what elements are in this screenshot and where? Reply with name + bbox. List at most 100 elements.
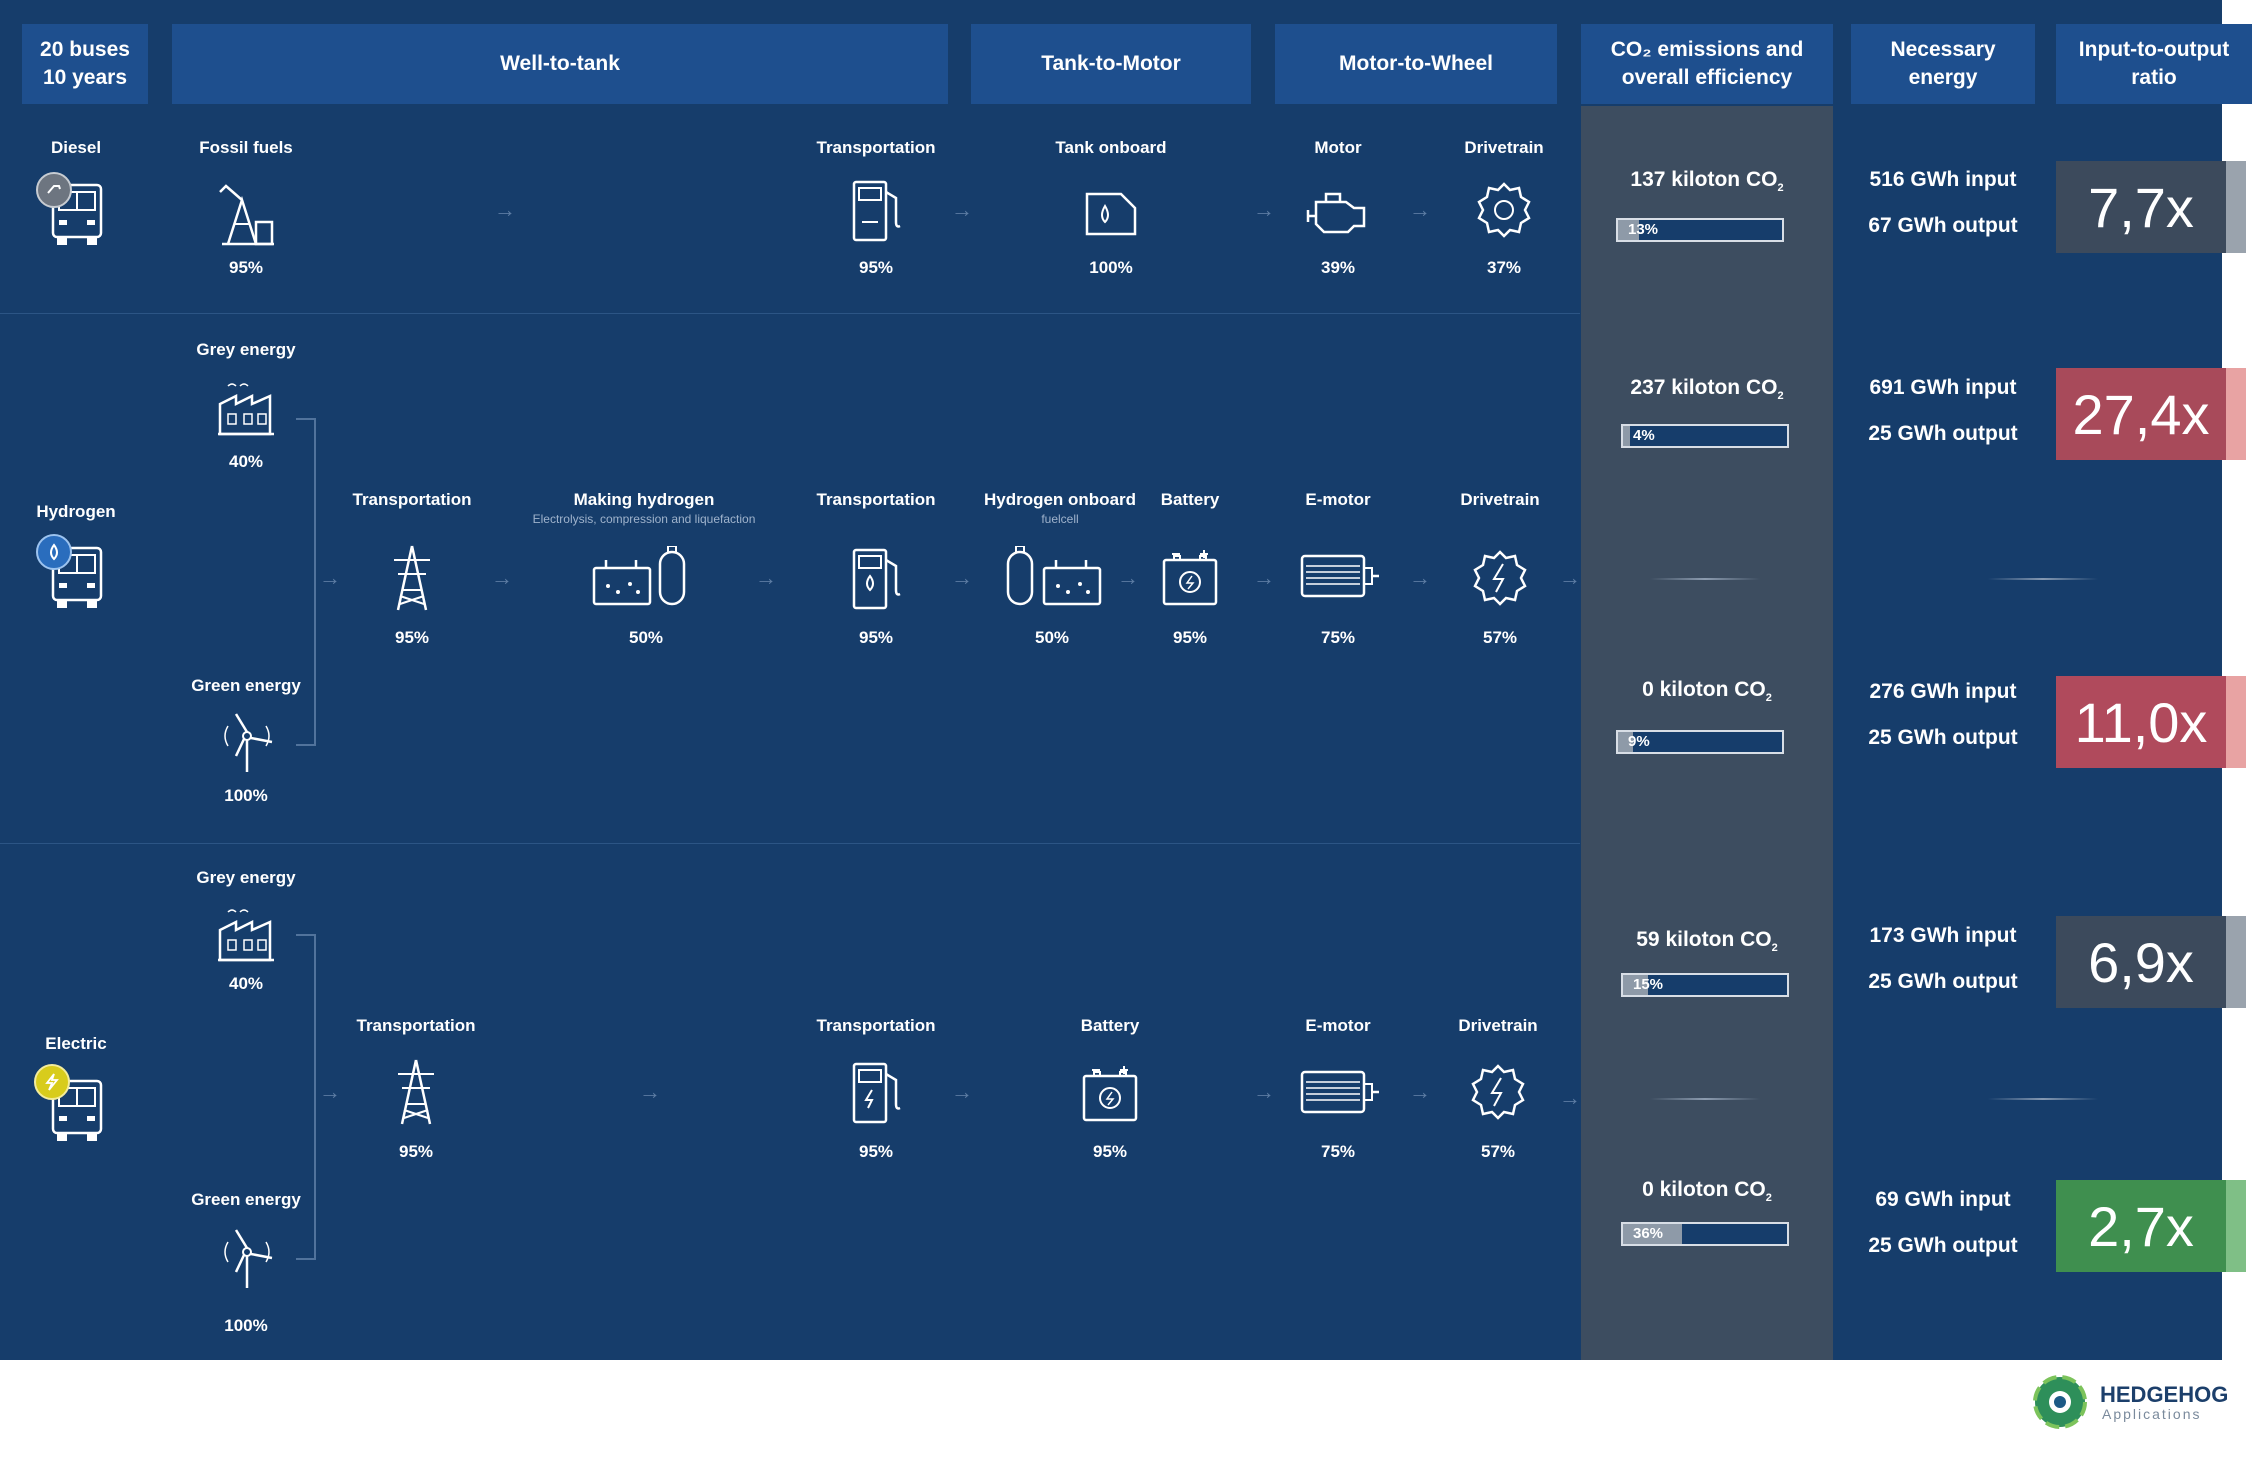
hydrogen-battery-label: Battery (1160, 490, 1220, 509)
ratio-value: 6,9x (2088, 930, 2194, 994)
efficiency-bar: 4% (1621, 424, 1789, 448)
arrow-icon: → (1253, 1079, 1275, 1104)
electric-emotor-pct: 75% (1320, 1142, 1356, 1161)
arrow-icon: → (951, 565, 973, 590)
arrow-icon: → (951, 197, 973, 222)
logo-name: HEDGEHOG (2100, 1382, 2229, 1407)
electric-emotor-label: E-motor (1305, 1016, 1371, 1035)
bus-icon (50, 545, 104, 616)
energy-input: 173 GWh input (1869, 924, 2017, 947)
diesel-fossil-label: Fossil fuels (199, 138, 293, 157)
arrow-icon: → (1409, 1079, 1431, 1104)
electric-battery-label: Battery (1080, 1016, 1140, 1035)
hydrogen-onboard-pct: 50% (1034, 628, 1070, 647)
ratio-value: 7,7x (2088, 175, 2194, 239)
hydrogen-drivetrain-pct: 57% (1482, 628, 1518, 647)
header-top-left: 20 buses 10 years (22, 24, 148, 104)
ratio-box: 6,9x (2056, 916, 2246, 1008)
header-co2: CO₂ emissions and overall efficiency (1581, 24, 1833, 104)
connector-line (314, 934, 316, 1260)
lightning-icon (34, 1064, 70, 1100)
header-ratio: Input-to-output ratio (2056, 24, 2252, 104)
efficiency-label: 15% (1633, 976, 1664, 993)
electric-transport1-label: Transportation (356, 1016, 476, 1035)
divider-line (1988, 1098, 2098, 1100)
factory-icon (214, 378, 278, 438)
power-pylon-icon (390, 544, 434, 612)
ratio-box: 11,0x (2056, 676, 2246, 768)
divider-line (1650, 1098, 1760, 1100)
connector-line (296, 744, 316, 746)
co2-value: 0 kiloton CO2 (1642, 678, 1772, 705)
diagram-panel (0, 0, 2222, 1360)
arrow-icon: → (1117, 565, 1139, 590)
energy-output: 67 GWh output (1868, 214, 2018, 237)
hydrogen-onboard-label: Hydrogen onboard (983, 490, 1137, 509)
water-drop-icon (36, 534, 72, 570)
hydrogen-drivetrain-label: Drivetrain (1460, 490, 1540, 509)
hydrogen-making-sub: Electrolysis, compression and liquefacti… (532, 512, 756, 526)
battery-icon (1160, 546, 1220, 608)
fuel-pump-icon (850, 546, 906, 612)
ratio-tab (2226, 368, 2246, 460)
power-pylon-icon (394, 1058, 438, 1126)
connector-line (296, 418, 316, 420)
efficiency-fill (1618, 732, 1633, 752)
diesel-tank-label: Tank onboard (1055, 138, 1167, 157)
connector-line (296, 1258, 316, 1260)
row-label-diesel: Diesel (50, 138, 102, 157)
diesel-motor-pct: 39% (1320, 258, 1356, 277)
connector-line (296, 934, 316, 936)
wind-turbine-icon (218, 1228, 276, 1290)
arrow-icon: → (1409, 197, 1431, 222)
ratio-tab (2226, 1180, 2246, 1272)
arrow-icon: → (1559, 1085, 1581, 1110)
co2-value: 59 kiloton CO2 (1636, 928, 1778, 955)
fuel-cell-icon (1004, 546, 1104, 610)
charging-station-icon (850, 1060, 906, 1126)
hydrogen-transport1-pct: 95% (394, 628, 430, 647)
efficiency-bar: 13% (1616, 218, 1784, 242)
electric-drivetrain-label: Drivetrain (1458, 1016, 1538, 1035)
hydrogen-battery-pct: 95% (1172, 628, 1208, 647)
hydrogen-onboard-sub: fuelcell (1041, 512, 1079, 526)
efficiency-label: 4% (1633, 427, 1655, 444)
divider-line (1988, 578, 2098, 580)
electric-gear-icon (1470, 548, 1530, 608)
energy-output: 25 GWh output (1868, 1234, 2018, 1257)
efficiency-bar: 9% (1616, 730, 1784, 754)
hydrogen-transport2-pct: 95% (858, 628, 894, 647)
diesel-drivetrain-pct: 37% (1486, 258, 1522, 277)
arrow-icon: → (1253, 565, 1275, 590)
ratio-box: 2,7x (2056, 1180, 2246, 1272)
hydrogen-transport1-label: Transportation (352, 490, 472, 509)
arrow-icon: → (494, 197, 516, 222)
ratio-value: 11,0x (2074, 690, 2208, 754)
ratio-value: 2,7x (2088, 1194, 2194, 1258)
arrow-icon: → (1409, 565, 1431, 590)
electric-transport1-pct: 95% (398, 1142, 434, 1161)
diesel-drivetrain-label: Drivetrain (1464, 138, 1544, 157)
arrow-icon: → (1559, 565, 1581, 590)
efficiency-bar: 36% (1621, 1222, 1789, 1246)
efficiency-fill (1623, 975, 1648, 995)
header-well-to-tank: Well-to-tank (172, 24, 948, 104)
ratio-box: 27,4x (2056, 368, 2246, 460)
hydrogen-making-pct: 50% (628, 628, 664, 647)
efficiency-label: 13% (1628, 221, 1659, 238)
hydrogen-green-pct: 100% (224, 786, 268, 805)
fuel-pump-icon (850, 178, 906, 244)
arrow-icon: → (319, 565, 341, 590)
efficiency-label: 36% (1633, 1225, 1664, 1242)
electric-battery-pct: 95% (1092, 1142, 1128, 1161)
electric-drivetrain-pct: 57% (1480, 1142, 1516, 1161)
hydrogen-grey-pct: 40% (228, 452, 264, 471)
bus-icon (50, 182, 104, 253)
logo-subtitle: Applications (2102, 1406, 2202, 1422)
oil-pump-icon (216, 178, 278, 248)
arrow-icon: → (491, 565, 513, 590)
connector-line (314, 418, 316, 746)
diesel-transport-label: Transportation (816, 138, 936, 157)
hedgehog-logo-icon (2032, 1374, 2088, 1430)
arrow-icon: → (319, 1079, 341, 1104)
